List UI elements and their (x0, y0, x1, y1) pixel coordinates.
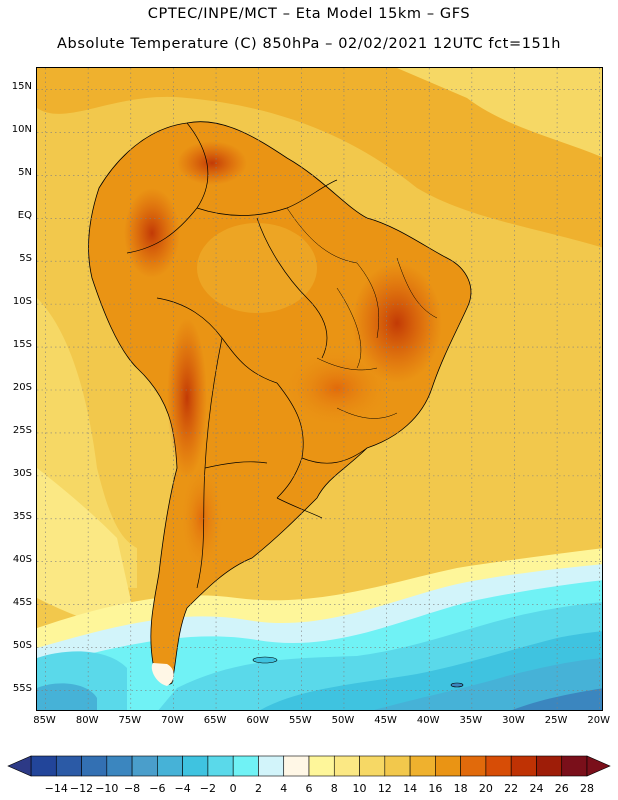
colorbar-tick-label: 6 (305, 782, 313, 795)
lon-tick-label: 70W (161, 715, 184, 726)
chile-argentina-warm-field (180, 463, 224, 573)
lat-tick-label: 45S (12, 596, 32, 608)
lat-tick-label: 55S (12, 682, 32, 694)
colorbar-tick-label: −10 (95, 782, 119, 795)
lon-tick-label: 60W (246, 715, 269, 726)
colorbar-cell (384, 755, 411, 777)
lat-tick-label: 15S (12, 339, 32, 351)
colorbar-tick-label: −6 (149, 782, 166, 795)
lat-tick-label: 10N (11, 124, 32, 136)
lon-tick-label: 55W (289, 715, 312, 726)
lon-tick-label: 80W (75, 715, 99, 726)
central-brazil-warm-field (282, 348, 392, 428)
lat-tick-label: 15N (11, 81, 32, 93)
colorbar-cell (435, 755, 461, 777)
colorbar-tick-label: 2 (254, 782, 262, 795)
colorbar-cell (55, 755, 82, 777)
colorbar-tick-label: 18 (453, 782, 468, 795)
southeast-pacific-cool-field (37, 468, 137, 628)
colorbar-tick-label: 4 (280, 782, 288, 795)
north-atlantic-cooler-field (397, 68, 602, 158)
colorbar-cell (30, 755, 57, 777)
colorbar-tick-label: 12 (377, 782, 392, 795)
colorbar-tick-label: 8 (330, 782, 338, 795)
colorbar-cell (258, 755, 285, 777)
lon-tick-label: 45W (374, 715, 397, 726)
colorbar-cell (308, 755, 335, 777)
colorbar-cell (510, 755, 537, 777)
lon-tick-label: 85W (33, 715, 56, 726)
country-borders (126, 122, 368, 589)
colorbar-cell (131, 755, 158, 777)
colorbar-cell (232, 755, 259, 777)
colorbar-under-arrow (7, 755, 32, 777)
colorbar-cell (106, 755, 133, 777)
colorbar-tick-label: −8 (123, 782, 141, 795)
colorbar-cell (207, 755, 234, 777)
tierra-del-fuego-cool-field (151, 663, 174, 686)
andes-north-hot-spot (124, 188, 180, 278)
colorbar-tick-label: −12 (69, 782, 94, 795)
temperature-colorbar (7, 755, 611, 777)
northern-hot-spot (177, 141, 247, 185)
colorbar-tick-label: 28 (580, 782, 594, 795)
south-georgia-island (450, 682, 464, 688)
colorbar-tick-label: 26 (554, 782, 569, 795)
colorbar-cell (157, 755, 183, 777)
lat-tick-label: 10S (12, 296, 32, 308)
falklands-islands (252, 656, 278, 664)
lat-tick-label: EQ (17, 210, 32, 222)
andes-central-hot-spot (167, 318, 207, 478)
map-title-line-1: CPTEC/INPE/MCT – Eta Model 15km – GFS (147, 6, 471, 22)
colorbar-tick-label: 24 (529, 782, 544, 795)
colorbar-tick-label: 14 (403, 782, 418, 795)
lat-tick-label: 40S (12, 553, 32, 565)
lon-tick-label: 65W (203, 715, 227, 726)
graticule (37, 68, 602, 710)
colorbar-tick-label: 22 (504, 782, 519, 795)
lon-tick-label: 35W (459, 715, 483, 726)
lon-tick-label: 40W (416, 715, 440, 726)
state-borders (286, 207, 438, 419)
lon-tick-label: 30W (502, 715, 525, 726)
lat-tick-label: 30S (12, 467, 32, 479)
lat-tick-label: 50S (12, 639, 32, 651)
lat-tick-label: 25S (12, 424, 32, 436)
colorbar-tick-label: 0 (229, 782, 237, 795)
colorbar-cell (283, 755, 310, 777)
southwest-colder-field (37, 683, 97, 710)
colorbar-cell (182, 755, 209, 777)
map-title-line-2: Absolute Temperature (C) 850hPa – 02/02/… (57, 36, 561, 52)
lon-tick-label: 50W (331, 715, 355, 726)
tropics-warm-band (37, 68, 602, 248)
colorbar-cell (460, 755, 487, 777)
colorbar-tick-label: −14 (44, 782, 68, 795)
colorbar-tick-label: 10 (352, 782, 367, 795)
colorbar-cell (81, 755, 108, 777)
colorbar-cell (485, 755, 512, 777)
colorbar-tick-label: 20 (478, 782, 493, 795)
lat-tick-label: 5N (18, 167, 32, 179)
lon-tick-label: 20W (587, 715, 611, 726)
amazon-moderate-field (197, 223, 317, 313)
lat-tick-label: 20S (12, 382, 32, 393)
colorbar-over-arrow (586, 755, 611, 777)
south-cold-band-5 (374, 658, 602, 710)
temperature-map (37, 68, 602, 710)
lat-tick-label: 35S (12, 510, 32, 522)
colorbar-cell (409, 755, 436, 777)
map-panel[interactable] (36, 67, 603, 711)
colorbar-tick-label: −4 (174, 782, 191, 795)
colorbar-tick-label: 16 (428, 782, 443, 795)
lon-tick-label: 25W (544, 715, 568, 726)
lon-tick-label: 75W (118, 715, 142, 726)
colorbar-cell (561, 755, 588, 777)
colorbar-cell (536, 755, 563, 777)
colorbar-cell (333, 755, 360, 777)
colorbar-tick-label: −2 (199, 782, 217, 795)
colorbar-cell (359, 755, 386, 777)
lat-tick-label: 5S (19, 253, 32, 265)
